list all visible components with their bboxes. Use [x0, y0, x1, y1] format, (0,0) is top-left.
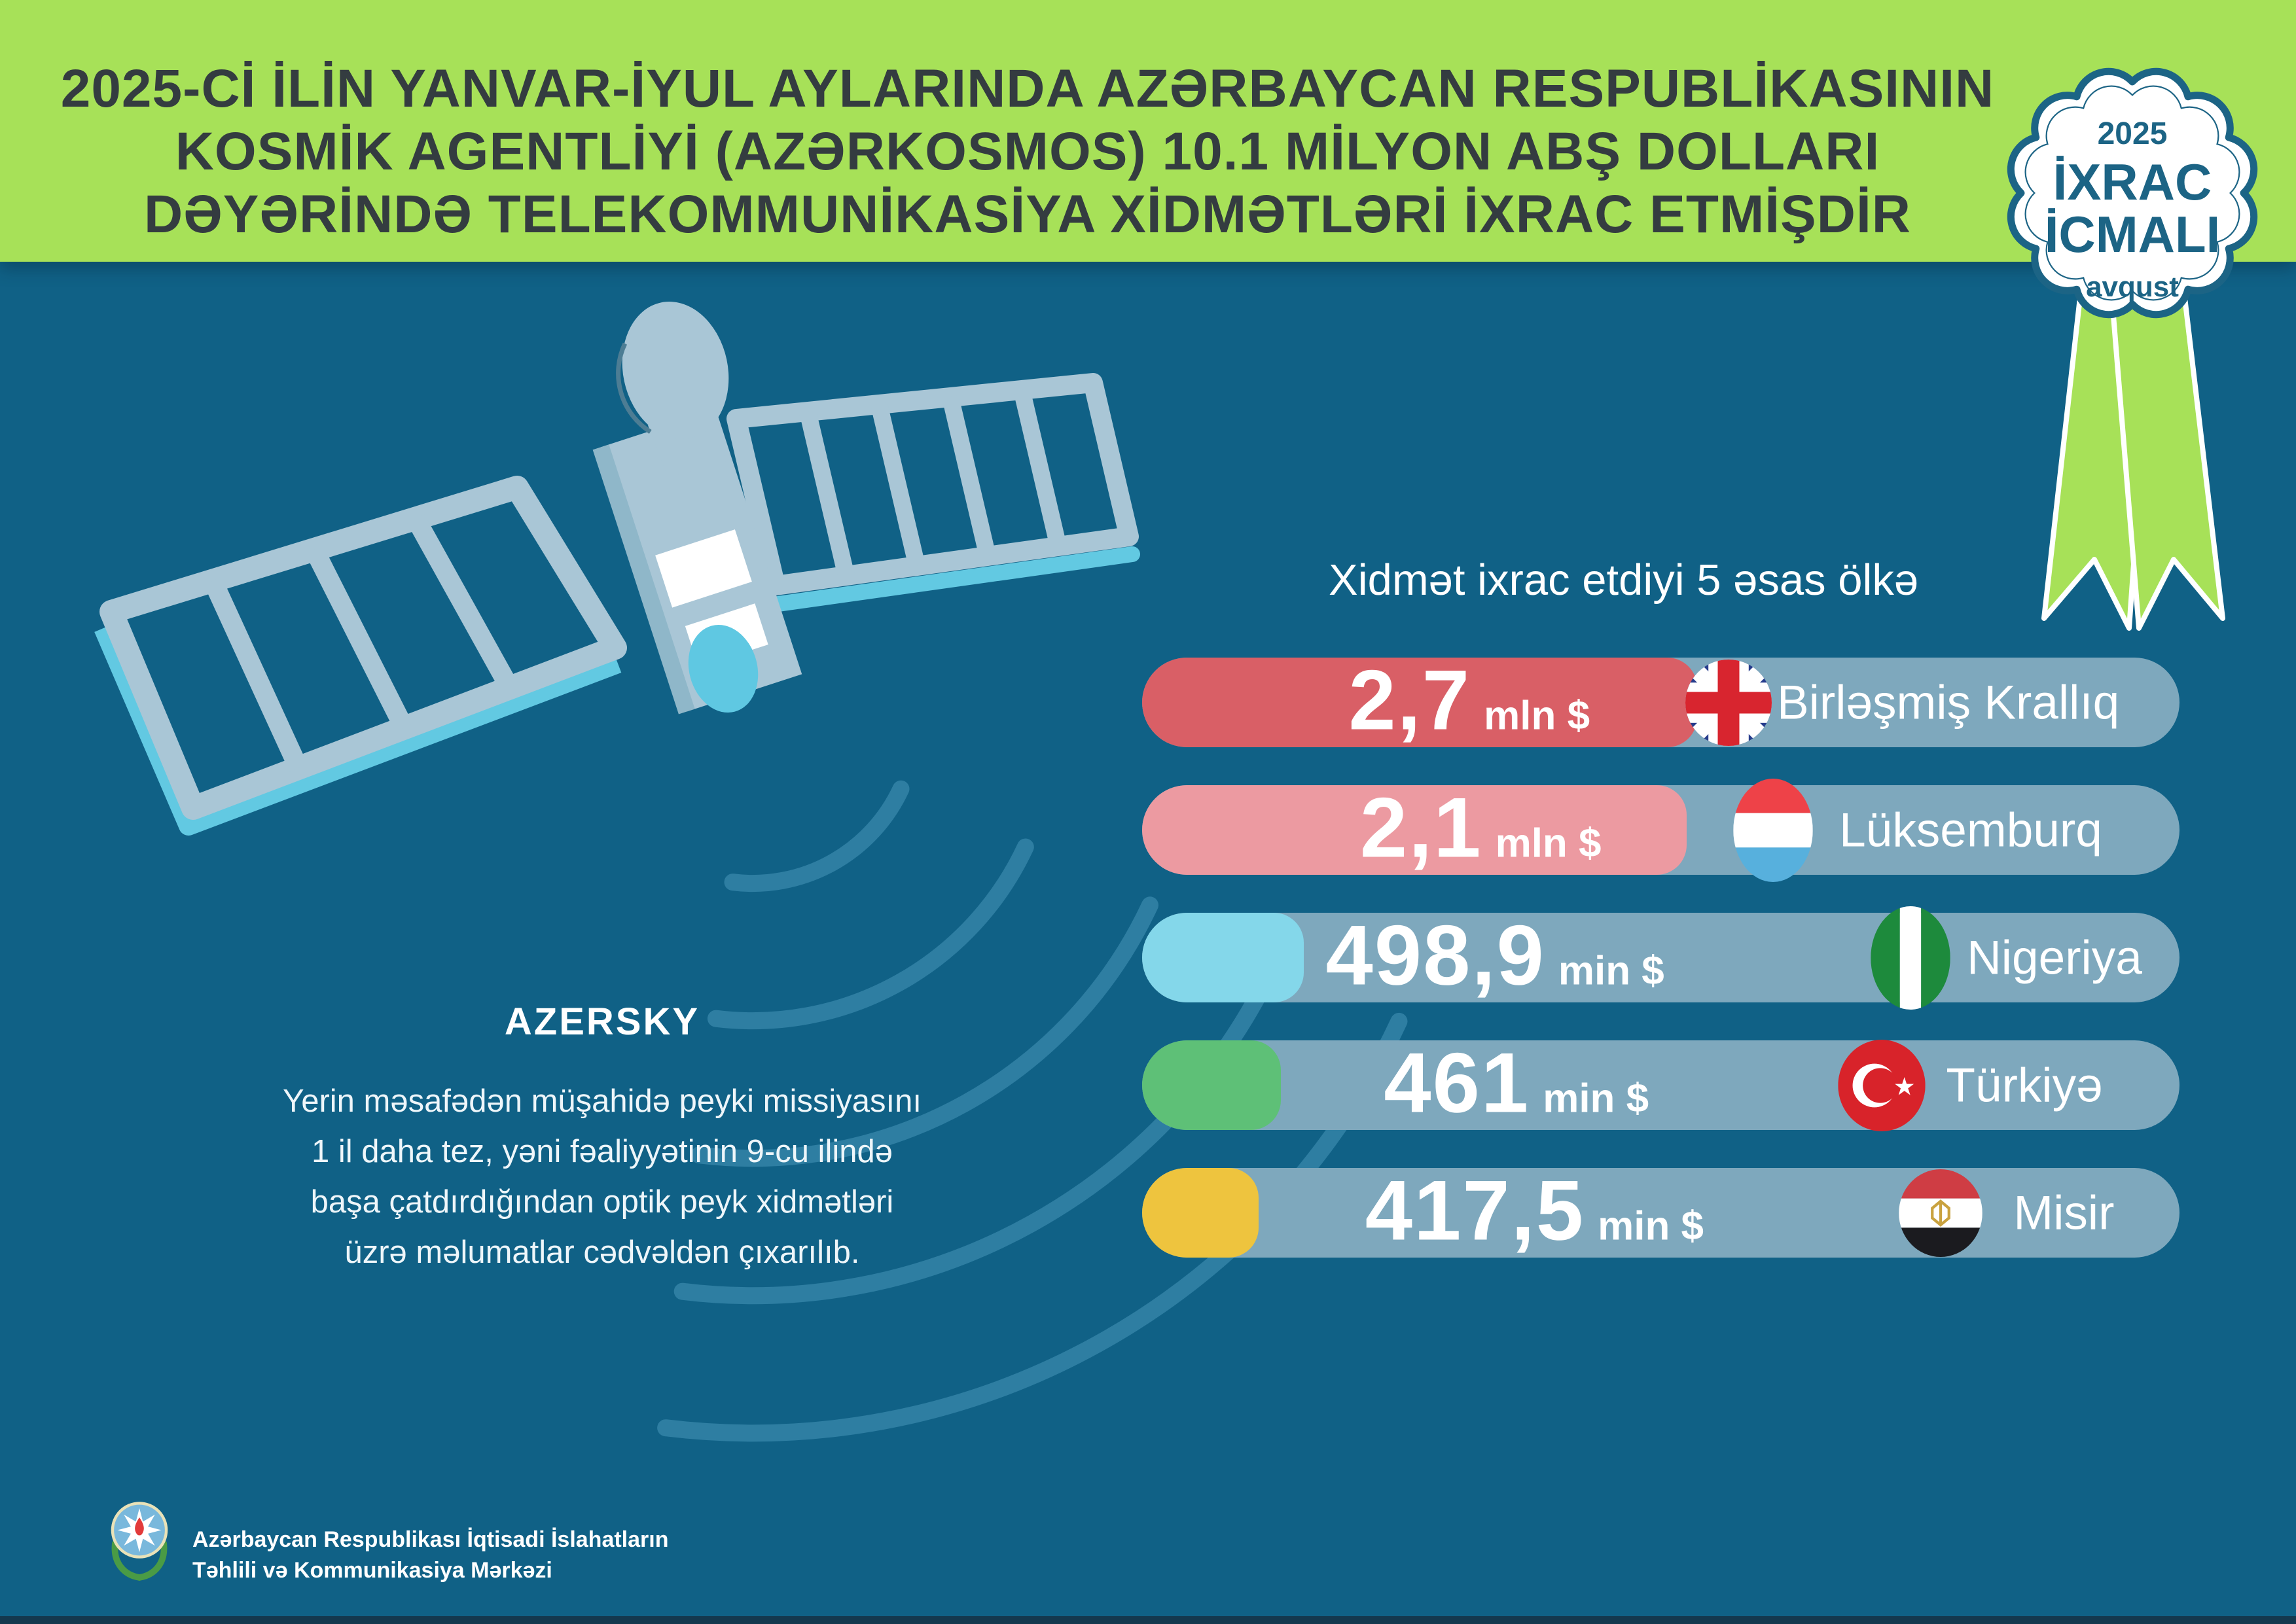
bar-value-fill [1142, 1168, 1259, 1258]
org-line-2: Təhlili və Kommunikasiya Mərkəzi [192, 1558, 552, 1583]
azersky-note-line-4: üzrə məlumatlar cədvəldən çıxarılıb. [344, 1235, 860, 1270]
bar-value-label: 2,1 mln $ [1360, 778, 1602, 876]
badge-ribbon-icon [2041, 295, 2225, 631]
chart-row-nigeria: 498,9 min $ Nigeriya [1142, 906, 2179, 1010]
value-number: 417,5 [1365, 1162, 1585, 1258]
azerbaijan-emblem-icon [111, 1502, 168, 1581]
bar-value-fill [1142, 658, 1697, 747]
azersky-label: AZERSKY [504, 1000, 700, 1043]
satellite-dish-icon [616, 301, 729, 478]
title-line-1: 2025-Cİ İLİN YANVAR-İYUL AYLARINDA AZƏRB… [60, 59, 1995, 118]
azersky-note-line-2: 1 il daha tez, yəni fəaliyyətinin 9-cu i… [312, 1134, 893, 1169]
title-line-2: KOSMİK AGENTLİYİ (AZƏRKOSMOS) 10.1 MİLYO… [175, 122, 1880, 181]
svg-text:★: ★ [1893, 1072, 1916, 1101]
egypt-flag-icon [1899, 1169, 1983, 1257]
bar-value-label: 461 min $ [1384, 1033, 1649, 1131]
org-line-1: Azərbaycan Respublikası İqtisadi İslahat… [192, 1527, 669, 1552]
chart-row-egypt: 417,5 min $ Misir [1142, 1162, 2179, 1258]
badge-word-1: İXRAC [2053, 153, 2212, 211]
badge-seal-icon [2007, 67, 2258, 319]
footer: Azərbaycan Respublikası İqtisadi İslahat… [105, 1493, 668, 1586]
title-line-3: DƏYƏRİNDƏ TELEKOMMUNİKASİYA XİDMƏTLƏRİ İ… [144, 185, 1911, 244]
azersky-note: Yerin məsafədən müşahidə peyki missiyası… [144, 1076, 1060, 1278]
page-title: 2025-Cİ İLİN YANVAR-İYUL AYLARINDA AZƏRB… [0, 58, 2055, 246]
country-label: Birləşmiş Krallıq [1777, 676, 2120, 729]
organization-name: Azərbaycan Respublikası İqtisadi İslahat… [192, 1525, 668, 1586]
bar-value-fill [1142, 913, 1304, 1002]
value-number: 461 [1384, 1034, 1530, 1130]
bar-value-label: 417,5 min $ [1365, 1161, 1704, 1259]
country-label: Lüksemburq [1839, 803, 2102, 856]
azersky-note-line-3: başa çatdırdığından optik peyk xidmətlər… [310, 1184, 894, 1220]
satellite-body-icon [592, 410, 802, 715]
export-countries-chart: 2,7 mln $ Birləşmiş Krallıq 2,1 mln $ [1142, 652, 2179, 1296]
chart-row-luxembourg: 2,1 mln $ Lüksemburq [1142, 778, 2179, 882]
value-unit: mln $ [1484, 693, 1590, 738]
value-unit: min $ [1598, 1203, 1704, 1248]
bar-value-fill [1142, 1040, 1282, 1130]
satellite-illustration [94, 301, 1408, 1442]
country-label: Misir [2013, 1186, 2115, 1239]
uk-flag-icon [1685, 659, 1772, 746]
country-label: Nigeriya [1967, 931, 2142, 984]
solar-panel-left-icon [94, 476, 627, 836]
chart-row-uk: 2,7 mln $ Birləşmiş Krallıq [1142, 652, 2179, 747]
badge-word-2: İCMALI [2045, 205, 2221, 263]
value-number: 498,9 [1325, 907, 1545, 1002]
export-review-badge: 2025 İXRAC İCMALI avqust [2007, 67, 2258, 631]
country-label: Türkiyə [1946, 1059, 2103, 1112]
bar-track [1142, 1040, 2179, 1130]
value-unit: min $ [1543, 1076, 1649, 1121]
bar-value-label: 2,7 mln $ [1348, 650, 1590, 749]
azersky-note-line-1: Yerin məsafədən müşahidə peyki missiyası… [283, 1084, 922, 1119]
bar-value-fill [1142, 785, 1687, 875]
bottom-edge-strip [0, 1616, 2296, 1624]
value-number: 2,1 [1359, 779, 1482, 875]
solar-panel-right-icon [726, 373, 1140, 612]
nigeria-flag-icon [1871, 906, 1951, 1010]
badge-month: avqust [2086, 271, 2179, 303]
value-unit: min $ [1558, 948, 1664, 993]
value-number: 2,7 [1348, 652, 1471, 747]
bar-track [1142, 1168, 2179, 1258]
bar-track [1142, 913, 2179, 1002]
satellite-nozzle-icon [688, 624, 759, 713]
luxembourg-flag-icon [1732, 778, 1813, 882]
value-unit: mln $ [1495, 821, 1602, 866]
bar-value-label: 498,9 min $ [1326, 906, 1664, 1004]
header-banner: 2025-Cİ İLİN YANVAR-İYUL AYLARINDA AZƏRB… [0, 0, 2296, 262]
chart-row-turkey: 461 min $ ★ Türkiyə [1142, 1034, 2179, 1131]
badge-year: 2025 [2098, 116, 2168, 151]
turkey-flag-icon: ★ [1838, 1039, 1926, 1131]
chart-title: Xidmət ixrac etdiyi 5 əsas ölkə [1329, 556, 1919, 605]
